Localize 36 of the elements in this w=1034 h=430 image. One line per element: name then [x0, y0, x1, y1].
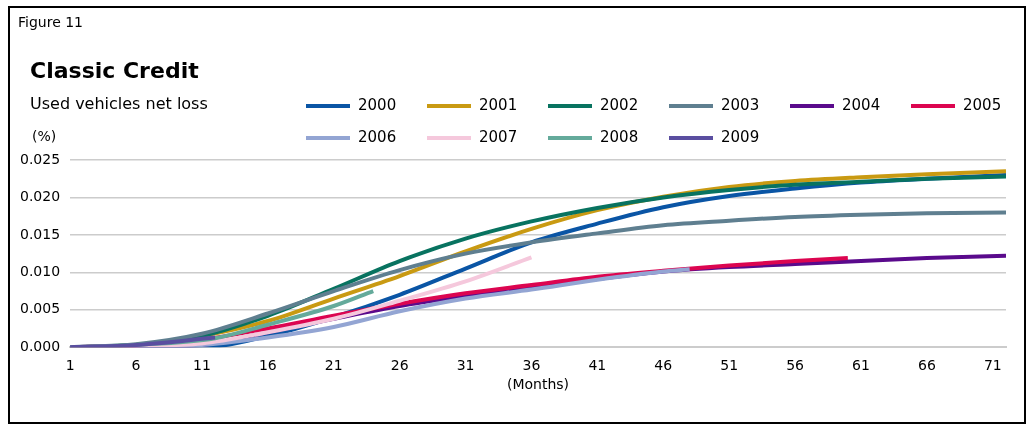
legend-label: 2007 [479, 127, 518, 146]
x-tick-label: 6 [131, 357, 141, 374]
x-axis-title: (Months) [506, 376, 570, 392]
x-tick-label: 56 [786, 357, 805, 374]
y-tick-label: 0.010 [19, 262, 61, 279]
chart-title: Classic Credit [30, 58, 199, 83]
x-tick-label: 1 [65, 357, 75, 374]
legend-label: 2008 [600, 127, 639, 146]
x-tick-label: 21 [324, 357, 343, 374]
legend-label: 2004 [842, 95, 881, 114]
x-tick-label: 36 [522, 357, 541, 374]
x-tick-label: 31 [456, 357, 475, 374]
legend-label: 2003 [721, 95, 760, 114]
x-tick-label: 46 [654, 357, 673, 374]
x-tick-label: 51 [720, 357, 739, 374]
legend-label: 2002 [600, 95, 639, 114]
x-tick-label: 16 [258, 357, 277, 374]
y-axis-title: (%) [32, 128, 57, 144]
legend-label: 2001 [479, 95, 518, 114]
chart-subtitle: Used vehicles net loss [30, 94, 208, 113]
x-tick-label: 26 [390, 357, 409, 374]
y-tick-label: 0.020 [19, 188, 61, 205]
x-tick-label: 61 [852, 357, 870, 374]
legend-label: 2009 [721, 127, 760, 146]
x-tick-label: 11 [192, 357, 211, 374]
legend-label: 2006 [358, 127, 397, 146]
x-tick-label: 66 [917, 357, 936, 374]
x-tick-label: 41 [588, 357, 607, 374]
legend-label: 2000 [358, 95, 397, 114]
y-tick-label: 0.000 [19, 337, 61, 354]
y-tick-label: 0.025 [19, 150, 61, 167]
caption: Figure 11 [18, 14, 84, 30]
legend-label: 2005 [963, 95, 1002, 114]
y-tick-label: 0.005 [19, 300, 61, 317]
y-tick-label: 0.015 [19, 225, 61, 242]
x-tick-label: 71 [983, 357, 1002, 374]
